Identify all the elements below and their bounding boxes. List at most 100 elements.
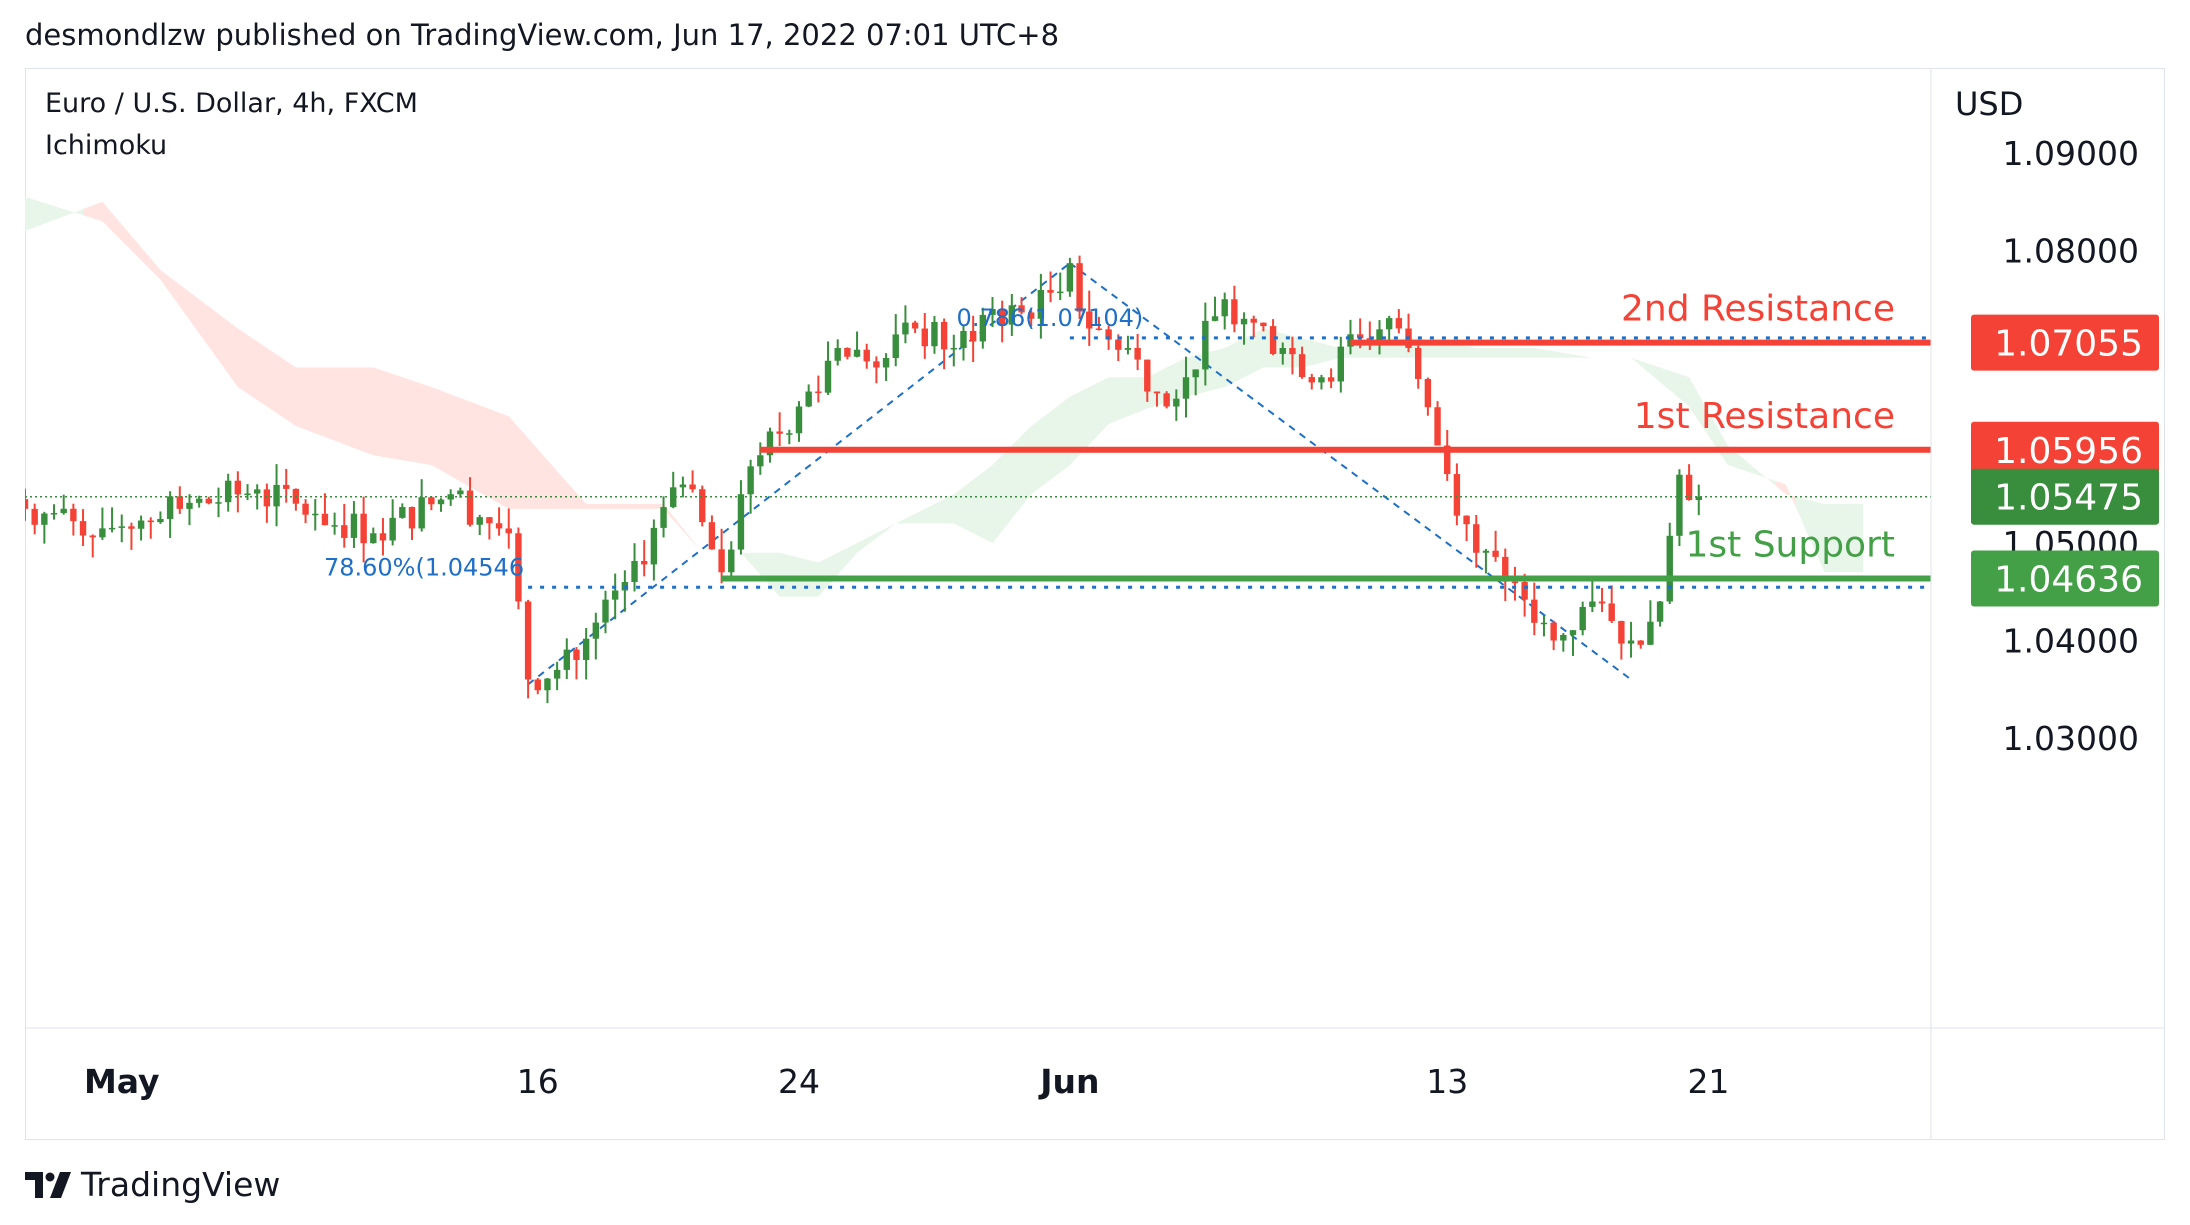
candle[interactable] [1095,316,1103,331]
candle[interactable] [466,477,474,527]
candle-body[interactable] [418,497,425,529]
candle[interactable] [186,494,193,526]
candle-body[interactable] [1211,316,1219,321]
candle-body[interactable] [389,517,396,541]
candle[interactable] [776,412,783,446]
candle[interactable] [1134,333,1141,371]
candle-body[interactable] [1560,634,1567,641]
price-chart[interactable]: 78.60%(1.04546 0.786(1.07104) 2nd Resistan… [25,68,2165,1140]
candle[interactable] [1676,469,1683,546]
candle[interactable] [747,459,754,514]
candle-body[interactable] [428,497,435,505]
candle-body[interactable] [641,561,648,565]
candle-body[interactable] [1028,312,1035,319]
candle-body[interactable] [1395,318,1403,329]
candle-body[interactable] [302,503,309,515]
candle[interactable] [1153,391,1161,407]
candle-body[interactable] [341,525,348,538]
candle[interactable] [1531,582,1538,636]
candle-body[interactable] [524,601,532,680]
candle[interactable] [283,468,290,503]
candle[interactable] [476,514,483,536]
candle-body[interactable] [670,487,677,508]
candle[interactable] [195,495,203,508]
candle-body[interactable] [321,513,329,526]
candle-body[interactable] [1473,524,1480,553]
candle[interactable] [25,488,29,521]
candle-body[interactable] [331,525,338,527]
candle-body[interactable] [1531,599,1538,623]
candle-body[interactable] [1666,535,1673,602]
candle[interactable] [979,307,987,349]
candle-body[interactable] [486,517,493,524]
candle-body[interactable] [728,549,735,573]
candle[interactable] [205,496,213,505]
candle[interactable] [524,599,532,699]
candle-body[interactable] [1202,320,1209,370]
candle-body[interactable] [360,513,367,544]
candle[interactable] [699,485,706,527]
candle-body[interactable] [515,533,522,602]
candle-body[interactable] [137,520,145,529]
candle[interactable] [611,573,619,620]
candle-body[interactable] [1444,445,1451,475]
candle[interactable] [331,512,338,535]
candle[interactable] [1279,342,1286,365]
candle-body[interactable] [1289,348,1296,355]
candle[interactable] [1550,620,1557,651]
candle[interactable] [486,516,493,540]
candle-body[interactable] [1076,263,1083,312]
candle[interactable] [447,489,454,506]
candle-body[interactable] [108,527,116,530]
candle[interactable] [1395,309,1403,334]
candle[interactable] [157,511,164,524]
candle[interactable] [1066,257,1074,297]
candle[interactable] [176,486,183,514]
candle-body[interactable] [573,649,580,660]
candle[interactable] [50,504,58,520]
candle[interactable] [631,543,638,592]
candle-body[interactable] [195,498,203,503]
candle[interactable] [1124,335,1132,355]
candle-body[interactable] [1656,601,1664,622]
candle[interactable] [147,517,154,539]
candle[interactable] [1540,615,1548,637]
candle-body[interactable] [128,526,135,529]
candle-body[interactable] [582,638,590,660]
candle[interactable] [1086,290,1093,346]
candle-body[interactable] [795,406,803,434]
candle-body[interactable] [1057,291,1064,294]
candle[interactable] [254,484,261,510]
candle[interactable] [79,509,87,546]
candle[interactable] [1560,633,1567,652]
candle-body[interactable] [1434,407,1441,446]
candle-body[interactable] [805,391,812,407]
candle[interactable] [544,677,551,704]
candle-body[interactable] [776,431,783,434]
candle-body[interactable] [882,358,890,368]
candle[interactable] [1008,294,1016,336]
candle-body[interactable] [1356,334,1364,339]
candle[interactable] [70,503,77,536]
candle[interactable] [1308,373,1315,390]
candle[interactable] [1463,515,1470,542]
candle[interactable] [805,384,812,408]
candle[interactable] [428,496,435,511]
candle[interactable] [670,471,677,509]
candle[interactable] [1385,315,1393,340]
candle-body[interactable] [254,489,261,494]
candle-body[interactable] [1163,393,1170,407]
candle-body[interactable] [215,502,222,504]
candle[interactable] [379,518,387,556]
candle-body[interactable] [1502,556,1509,582]
candle-body[interactable] [544,678,551,691]
candle[interactable] [1685,464,1693,501]
candle-body[interactable] [476,517,483,525]
candlesticks[interactable] [25,255,1702,704]
candle[interactable] [795,401,803,442]
candle[interactable] [1627,621,1635,658]
candle-body[interactable] [1492,550,1499,557]
candle-body[interactable] [534,679,541,691]
candle-body[interactable] [1250,318,1257,323]
candle-body[interactable] [650,527,658,565]
